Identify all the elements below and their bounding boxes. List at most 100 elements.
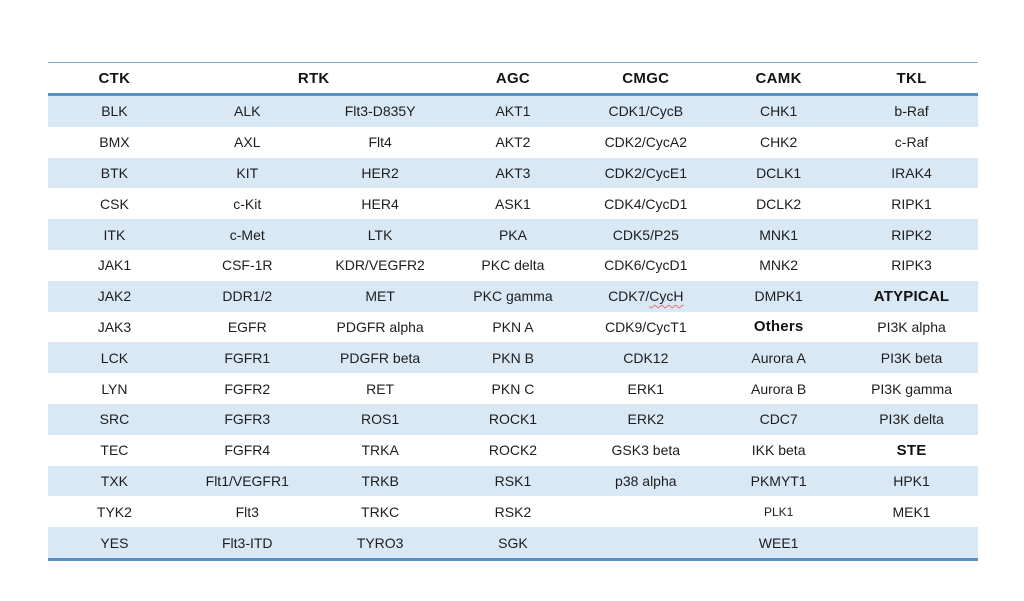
table-cell: SRC: [99, 411, 130, 428]
table-cell: ROS1: [361, 411, 400, 428]
table-cell: ATYPICAL: [873, 287, 950, 305]
table-cell: PI3K beta: [880, 349, 943, 366]
table-cell: CDK2/CycA2: [604, 134, 688, 151]
table-cell: c-Kit: [233, 195, 262, 212]
table-cell: TRKB: [361, 472, 399, 489]
table-cell: AXL: [234, 134, 261, 151]
table-cell: CHK2: [759, 134, 798, 151]
table-cell: FGFR1: [224, 349, 271, 366]
table-cell: PKN B: [491, 349, 534, 366]
table-cell: RIPK2: [891, 226, 932, 243]
table-cell: GSK3 beta: [611, 442, 681, 459]
table-cell: ASK1: [495, 195, 531, 212]
table-cell: CDK12: [623, 349, 669, 366]
table-cell: Others: [753, 318, 804, 336]
table-cell: CDK4/CycD1: [604, 195, 688, 212]
table-cell: DMPK1: [754, 288, 803, 305]
table-cell: PDGFR beta: [340, 349, 421, 366]
table-row: JAK1 CSF-1R KDR/VEGFR2 PKC delta CDK6/CycD1 M…: [48, 250, 978, 281]
table-cell: PI3K delta: [879, 411, 944, 428]
table-row: CSK c-Kit HER4 ASK1 CDK4/CycD1 DCLK2 RIPK1: [48, 188, 978, 219]
table-row: JAK3 EGFR PDGFR alpha PKN A CDK9/CycT1 Others…: [48, 312, 978, 343]
table-header: CTK RTK AGC CMGC CAMK TKL: [48, 62, 978, 96]
table-row: JAK2 DDR1/2 MET PKC gamma CDK7/CycH DMPK1 ATYP…: [48, 280, 978, 312]
table-row: LCK FGFR1 PDGFR beta PKN B CDK12 Aurora A PI3K…: [48, 342, 978, 374]
table-cell: c-Raf: [894, 134, 929, 151]
table-cell: b-Raf: [894, 103, 929, 120]
table-cell: HPK1: [893, 472, 930, 489]
table-cell: [845, 527, 978, 559]
table-cell: BTK: [100, 164, 129, 181]
table-cell: p38 alpha: [615, 472, 677, 489]
table-cell: PKA: [498, 226, 527, 243]
table-cell: WEE1: [758, 534, 799, 551]
table-cell: IRAK4: [891, 164, 932, 181]
column-header-camk: CAMK: [712, 62, 846, 96]
table-cell: IKK beta: [751, 442, 806, 459]
table-row: TEC FGFR4 TRKA ROCK2 GSK3 beta IKK beta STE: [48, 435, 978, 466]
table-cell: [579, 527, 712, 559]
table-cell: TYRO3: [356, 534, 404, 551]
table-cell: YES: [100, 534, 129, 551]
kinase-family-table: CTK RTK AGC CMGC CAMK TKL BLK ALK Flt3-D835Y AKT…: [48, 62, 978, 561]
table-cell: PI3K alpha: [877, 318, 946, 335]
table-cell: BMX: [99, 134, 130, 151]
table-cell: Flt3-ITD: [221, 534, 273, 551]
spellcheck-squiggle-text: CycH: [649, 288, 684, 305]
table-cell: KIT: [236, 164, 259, 181]
table-cell: [579, 496, 712, 527]
table-cell: CHK1: [759, 103, 798, 120]
table-cell: TXK: [100, 472, 129, 489]
table-cell: CSK: [100, 195, 129, 212]
table-cell: DCLK2: [756, 195, 802, 212]
table-cell: PKC gamma: [473, 288, 553, 305]
table-cell: PKMYT1: [750, 472, 807, 489]
table-cell: Flt1/VEGFR1: [205, 472, 289, 489]
table-cell: PI3K gamma: [871, 380, 952, 397]
table-cell: RSK1: [494, 472, 532, 489]
table-cell: Flt4: [368, 134, 392, 151]
table-cell: MEK1: [892, 503, 931, 520]
table-row: BMX AXL Flt4 AKT2 CDK2/CycA2 CHK2 c-Raf: [48, 127, 978, 158]
table-cell: RET: [366, 380, 395, 397]
table-cell: EGFR: [227, 318, 267, 335]
table-cell: JAK1: [97, 257, 132, 274]
column-header-rtk: RTK: [180, 62, 447, 96]
table-cell: JAK2: [97, 288, 132, 305]
table-cell: DCLK1: [756, 164, 802, 181]
table-row: SRC FGFR3 ROS1 ROCK1 ERK2 CDC7 PI3K delta: [48, 403, 978, 435]
table-cell: CDK2/CycE1: [604, 164, 688, 181]
table-cell: CDK6/CycD1: [604, 257, 688, 274]
table-cell: BLK: [101, 103, 128, 120]
table-cell: FGFR4: [224, 442, 271, 459]
table-cell: ITK: [103, 226, 126, 243]
table-cell: KDR/VEGFR2: [335, 257, 425, 274]
table-cell: TRKC: [361, 503, 400, 520]
table-row: LYN FGFR2 RET PKN C ERK1 Aurora B PI3K gamma: [48, 373, 978, 404]
table-cell: Aurora B: [751, 380, 807, 397]
table-cell: ERK2: [627, 411, 665, 428]
table-cell: AKT3: [495, 164, 531, 181]
column-header-agc: AGC: [446, 62, 580, 96]
table-row: YES Flt3-ITD TYRO3 SGK WEE1: [48, 527, 978, 560]
table-cell: STE: [896, 441, 927, 459]
table-cell: CDC7: [759, 411, 798, 428]
table-cell: SGK: [498, 534, 528, 551]
table-cell: AKT2: [495, 134, 531, 151]
table-cell: LCK: [100, 349, 129, 366]
table-cell: PLK1: [763, 504, 794, 519]
table-body: BLK ALK Flt3-D835Y AKT1 CDK1/CycB CHK1 b-Raf BM…: [48, 94, 978, 560]
table-cell: Aurora A: [751, 349, 806, 366]
table-cell: MET: [365, 288, 395, 305]
table-row: BLK ALK Flt3-D835Y AKT1 CDK1/CycB CHK1 b-Raf: [48, 94, 978, 127]
table-cell: AKT1: [495, 103, 531, 120]
column-header-ctk: CTK: [48, 62, 181, 96]
table-cell: RIPK3: [891, 257, 932, 274]
table-cell: LTK: [367, 226, 393, 243]
table-cell: JAK3: [97, 318, 132, 335]
table-cell: ALK: [234, 103, 261, 120]
table-cell: CDK9/CycT1: [604, 318, 687, 335]
table-cell: PKN A: [492, 318, 534, 335]
kinase-family-table-container: CTK RTK AGC CMGC CAMK TKL BLK ALK Flt3-D835Y AKT…: [48, 62, 978, 561]
